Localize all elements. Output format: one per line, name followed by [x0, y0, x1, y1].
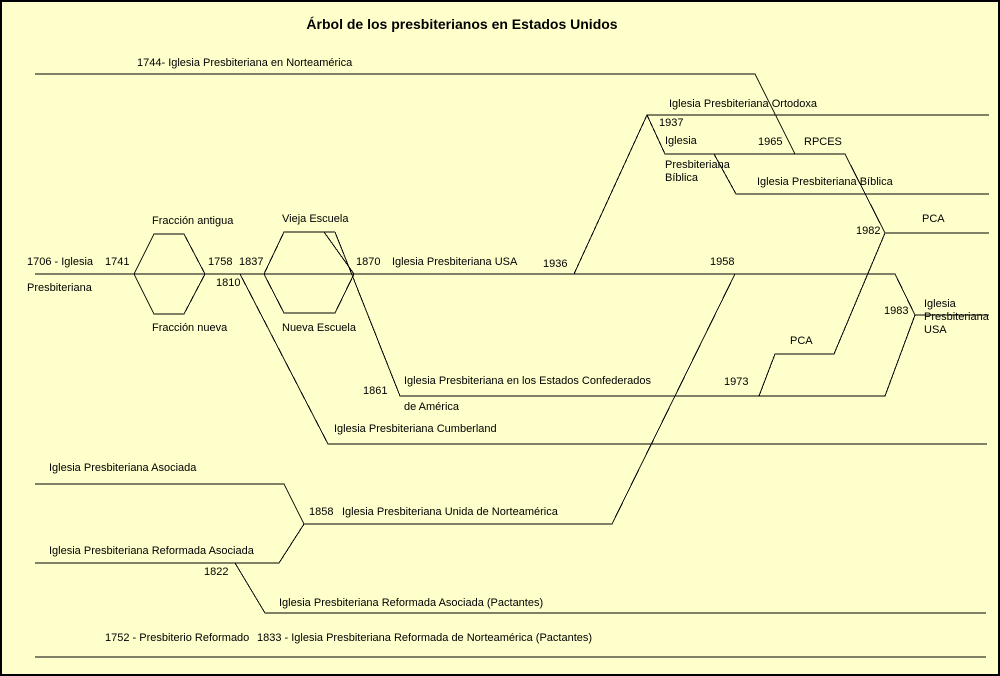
- label-ortodoxa: Iglesia Presbiteriana Ortodoxa: [669, 98, 817, 110]
- label-1973: 1973: [724, 376, 749, 388]
- line-pca-1973-1982: [758, 232, 886, 397]
- hexagon-1837-bottom: [263, 273, 355, 314]
- label-1965: 1965: [758, 136, 783, 148]
- label-1858: 1858: [309, 506, 334, 518]
- label-nueva-escuela: Nueva Escuela: [282, 322, 356, 334]
- label-1706-word-2: Presbiteriana: [27, 282, 92, 294]
- label-1741: 1741: [105, 256, 130, 268]
- label-iglesia-presbiteriana-biblica: Iglesia Presbiteriana Bíblica: [757, 176, 893, 188]
- label-rpces: RPCES: [804, 136, 842, 148]
- label-1837: 1837: [239, 256, 264, 268]
- label-biblica-word-2: Presbiteriana: [665, 159, 730, 171]
- label-ipusa-right-1: Iglesia: [924, 298, 956, 310]
- label-1936: 1936: [543, 258, 568, 270]
- label-reformada-asociada: Iglesia Presbiteriana Reformada Asociada: [49, 545, 254, 557]
- label-1706-word-1: 1706 - Iglesia: [27, 256, 94, 268]
- label-asociada: Iglesia Presbiteriana Asociada: [49, 462, 197, 474]
- label-1752: 1752 - Presbiterio Reformado: [105, 632, 250, 644]
- line-biblica-1937-rpces-pca: [646, 114, 989, 234]
- label-1758: 1758: [208, 256, 233, 268]
- label-1833: 1833 - Iglesia Presbiteriana Reformada d…: [257, 632, 593, 644]
- label-1822: 1822: [204, 566, 229, 578]
- page-title: Árbol de los presbiterianos en Estados U…: [306, 16, 618, 32]
- label-1982: 1982: [856, 225, 881, 237]
- label-ipusa-right-3: USA: [924, 324, 947, 336]
- label-fraccion-nueva: Fracción nueva: [152, 322, 228, 334]
- label-confederados-1: Iglesia Presbiteriana en los Estados Con…: [404, 375, 652, 387]
- label-1958: 1958: [710, 256, 735, 268]
- line-confederados-1861-1983: [334, 231, 916, 397]
- line-cumberland-1810: [239, 273, 987, 445]
- label-confederados-2: de América: [404, 401, 460, 413]
- line-biblica-continua-1965: [713, 153, 989, 195]
- label-unida: Iglesia Presbiteriana Unida de Norteamér…: [342, 506, 558, 518]
- label-iglesia-presbiteriana-usa: Iglesia Presbiteriana USA: [392, 256, 518, 268]
- line-reformada-asociada: [35, 523, 305, 564]
- label-ipusa-right-2: Presbiteriana: [924, 311, 989, 323]
- label-1983: 1983: [884, 305, 909, 317]
- label-1870: 1870: [356, 256, 381, 268]
- label-1744-line: 1744- Iglesia Presbiteriana en Norteamér…: [137, 57, 353, 69]
- label-biblica-word-1: Iglesia: [665, 135, 697, 147]
- hexagon-1837-top: [263, 231, 335, 275]
- label-pactantes: Iglesia Presbiteriana Reformada Asociada…: [279, 597, 544, 609]
- line-main-1706-to-1983: [35, 273, 989, 316]
- label-biblica-word-3: Bíblica: [665, 172, 699, 184]
- label-1861: 1861: [363, 385, 388, 397]
- label-pca-mid: PCA: [790, 335, 813, 347]
- line-pactantes-1822: [234, 562, 986, 614]
- label-1810: 1810: [216, 277, 241, 289]
- line-asociada: [35, 483, 305, 525]
- label-1937: 1937: [659, 117, 684, 129]
- line-reformed-presbytery-1744: [35, 73, 796, 155]
- label-fraccion-antigua: Fracción antigua: [152, 215, 234, 227]
- label-vieja-escuela: Vieja Escuela: [282, 213, 349, 225]
- hexagon-1741-1758: [133, 233, 206, 315]
- label-pca-right: PCA: [922, 213, 945, 225]
- label-cumberland: Iglesia Presbiteriana Cumberland: [334, 423, 497, 435]
- line-unida-1858-1958: [304, 273, 736, 525]
